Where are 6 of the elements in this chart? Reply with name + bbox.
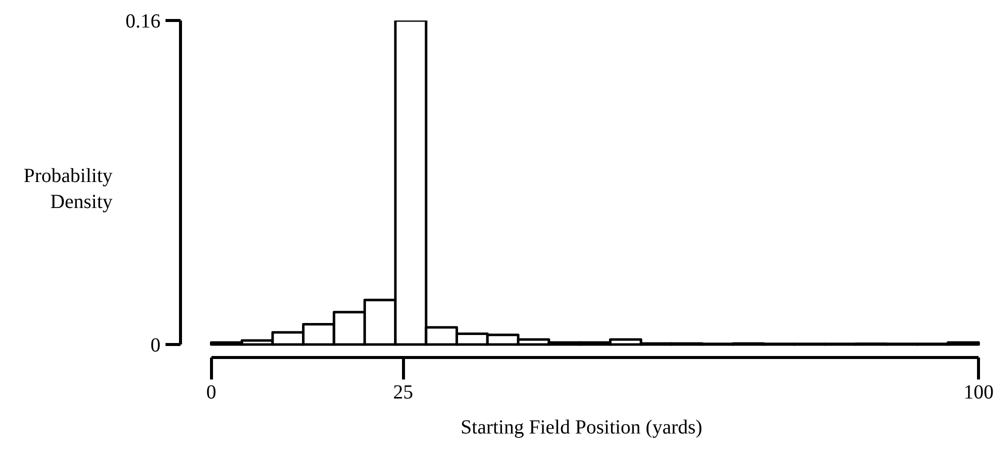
y-tick-label: 0.16: [126, 10, 160, 32]
x-axis-title: Starting Field Position (yards): [460, 416, 702, 438]
x-tick-label: 25: [393, 382, 414, 404]
y-axis-title: Probability Density: [24, 164, 113, 214]
x-tick-label: 0: [206, 382, 216, 404]
x-tick-label: 100: [964, 382, 994, 404]
